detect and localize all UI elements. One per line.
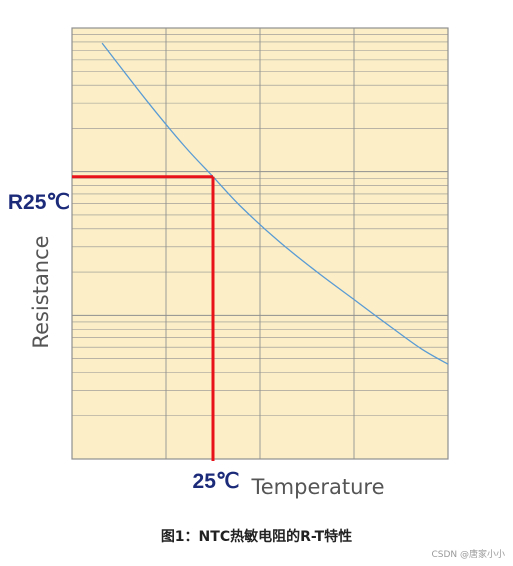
y-axis-title: Resistance (29, 235, 53, 348)
x-axis-title: Temperature (250, 475, 384, 499)
figure-caption: 图1：NTC热敏电阻的R-T特性 (160, 529, 353, 545)
plot-frame (71, 27, 449, 460)
resistance-curve (101, 42, 449, 365)
grid-lines (72, 27, 448, 459)
t25-tick-label: 25℃ (193, 470, 240, 493)
r25-tick-label: R25℃ (8, 191, 70, 214)
watermark: CSDN @唐家小小 (431, 550, 505, 560)
